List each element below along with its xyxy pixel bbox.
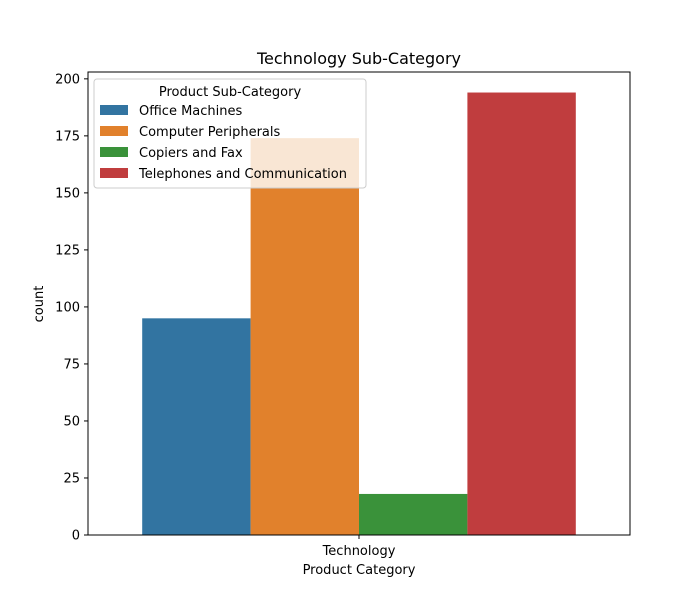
y-tick-label: 0	[72, 529, 80, 544]
y-axis: 0 25 50 75 100 125 150 175 200	[55, 72, 88, 544]
bar-telephones-and-communication	[467, 92, 576, 535]
y-axis-label: count	[32, 286, 47, 323]
legend-box	[93, 78, 367, 189]
legend-swatch	[100, 126, 128, 136]
bar-computer-peripherals	[250, 138, 359, 535]
x-axis: Technology	[322, 535, 396, 559]
legend-items: Office Machines Computer Peripherals Copie…	[100, 104, 347, 182]
legend-title: Product Sub-Category	[159, 85, 302, 100]
y-tick-label: 125	[55, 243, 80, 258]
x-tick-label: Technology	[322, 544, 396, 559]
legend-swatch	[100, 168, 128, 178]
y-tick-label: 200	[55, 72, 80, 87]
legend-swatch	[100, 105, 128, 115]
y-tick-label: 25	[63, 471, 80, 486]
legend-label: Computer Peripherals	[139, 125, 281, 140]
x-axis-label: Product Category	[303, 563, 416, 578]
legend-label: Office Machines	[139, 104, 242, 119]
legend-label: Telephones and Communication	[138, 167, 347, 182]
y-tick-label: 75	[63, 357, 80, 372]
bar-copiers-and-fax	[359, 493, 468, 535]
y-tick-label: 100	[55, 300, 80, 315]
y-tick-label: 50	[63, 414, 80, 429]
legend: Product Sub-Category Office Machines Comp…	[93, 78, 367, 189]
legend-label: Copiers and Fax	[139, 146, 243, 161]
bar-office-machines	[142, 318, 251, 535]
legend-swatch	[100, 147, 128, 157]
y-tick-label: 175	[55, 129, 80, 144]
bars-layer	[142, 92, 576, 535]
chart-title: Technology Sub-Category	[256, 49, 461, 68]
y-tick-label: 150	[55, 186, 80, 201]
